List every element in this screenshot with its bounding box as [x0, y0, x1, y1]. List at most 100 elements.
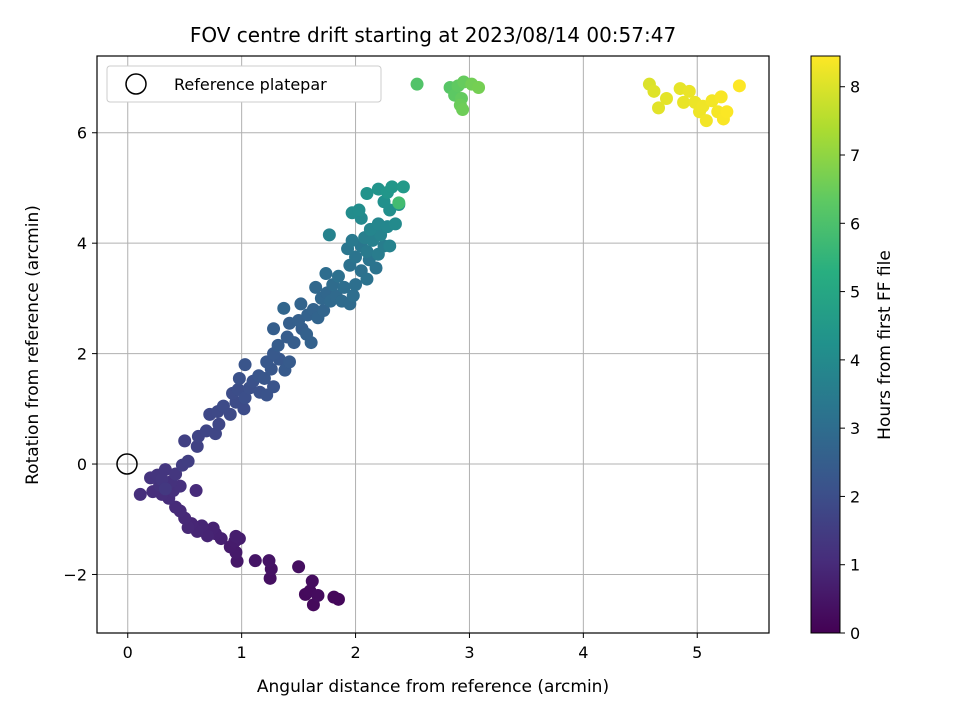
data-point: [181, 454, 195, 468]
data-point: [294, 297, 308, 311]
data-point: [292, 560, 306, 574]
x-axis-label: Angular distance from reference (arcmin): [257, 677, 609, 697]
legend: Reference platepar: [106, 65, 382, 103]
x-axis-ticks: 0 1 2 3 4 5: [123, 633, 702, 662]
data-point: [311, 588, 325, 602]
data-point: [238, 391, 252, 405]
colorbar-tick-label: 2: [850, 487, 860, 506]
colorbar-tick-label: 3: [850, 419, 860, 438]
data-point: [133, 487, 147, 501]
data-point: [714, 90, 728, 104]
x-tick-label: 3: [464, 643, 474, 662]
x-tick-label: 5: [692, 643, 702, 662]
data-point: [360, 244, 374, 258]
legend-marker-icon: [125, 73, 147, 95]
data-point: [346, 289, 360, 303]
data-point: [652, 101, 666, 115]
data-point: [232, 371, 246, 385]
colorbar-label: Hours from first FF file: [875, 250, 895, 440]
colorbar: [810, 55, 841, 634]
colorbar-tick-label: 8: [850, 78, 860, 97]
data-point: [158, 463, 172, 477]
data-point: [720, 105, 734, 119]
data-point: [277, 301, 291, 315]
y-tick-label: −2: [63, 565, 87, 584]
data-point: [349, 250, 363, 264]
data-point: [237, 402, 251, 416]
colorbar-tick-label: 6: [850, 214, 860, 233]
data-point: [271, 338, 285, 352]
legend-box: [106, 65, 382, 103]
data-point: [392, 196, 406, 210]
data-point: [385, 180, 399, 194]
data-point: [396, 180, 410, 194]
y-axis-label: Rotation from reference (arcmin): [23, 205, 43, 485]
data-point: [388, 217, 402, 231]
y-tick-label: 2: [77, 345, 87, 364]
y-tick-label: 6: [77, 124, 87, 143]
data-point: [216, 399, 230, 413]
data-point: [352, 203, 366, 217]
data-point: [169, 500, 183, 514]
colorbar-tick-label: 4: [850, 351, 860, 370]
data-point: [732, 79, 746, 93]
x-tick-label: 1: [237, 643, 247, 662]
colorbar-tick-label: 1: [850, 556, 860, 575]
data-point: [345, 233, 359, 247]
data-points: [133, 75, 746, 612]
y-axis-ticks: −2 0 2 4 6: [63, 124, 97, 584]
data-point: [327, 590, 341, 604]
data-point: [360, 186, 374, 200]
data-point: [287, 336, 301, 350]
data-point: [200, 529, 214, 543]
data-point: [677, 95, 691, 109]
data-point: [456, 103, 470, 117]
colorbar-tick-label: 7: [850, 146, 860, 165]
data-point: [472, 80, 486, 94]
data-point: [349, 278, 363, 292]
x-tick-label: 4: [578, 643, 588, 662]
legend-entry-reference: Reference platepar: [174, 75, 327, 94]
data-point: [169, 467, 183, 481]
data-point: [189, 484, 203, 498]
data-point: [337, 280, 351, 294]
data-point: [319, 267, 333, 281]
colorbar-ticks: 0 1 2 3 4 5 6 7 8: [840, 78, 860, 643]
plot-frame: [96, 55, 770, 634]
data-point: [158, 482, 172, 496]
grid-lines: [97, 56, 769, 633]
data-point: [331, 269, 345, 283]
data-point: [305, 574, 319, 588]
data-point: [238, 358, 252, 372]
colorbar-tick-label: 0: [850, 624, 860, 643]
data-point: [212, 417, 226, 431]
data-point: [322, 228, 336, 242]
data-point: [267, 322, 281, 336]
data-point: [262, 554, 276, 568]
colorbar-tick-label: 5: [850, 283, 860, 302]
data-point: [229, 529, 243, 543]
data-point: [190, 439, 204, 453]
data-point: [282, 355, 296, 369]
x-tick-label: 0: [123, 643, 133, 662]
y-tick-label: 0: [77, 455, 87, 474]
data-point: [647, 84, 661, 98]
data-point: [317, 304, 331, 318]
data-point: [383, 239, 397, 253]
data-point: [682, 84, 696, 98]
data-point: [360, 272, 374, 286]
data-point: [248, 554, 262, 568]
data-point: [178, 434, 192, 448]
x-tick-label: 2: [350, 643, 360, 662]
data-point: [257, 371, 271, 385]
y-tick-label: 4: [77, 234, 87, 253]
data-point: [267, 380, 281, 394]
data-point: [309, 280, 323, 294]
chart-title: FOV centre drift starting at 2023/08/14 …: [190, 23, 676, 47]
data-point: [699, 114, 713, 128]
reference-platepar-marker: [116, 453, 138, 475]
data-point: [304, 336, 318, 350]
data-point: [410, 77, 424, 91]
data-point: [659, 92, 673, 106]
